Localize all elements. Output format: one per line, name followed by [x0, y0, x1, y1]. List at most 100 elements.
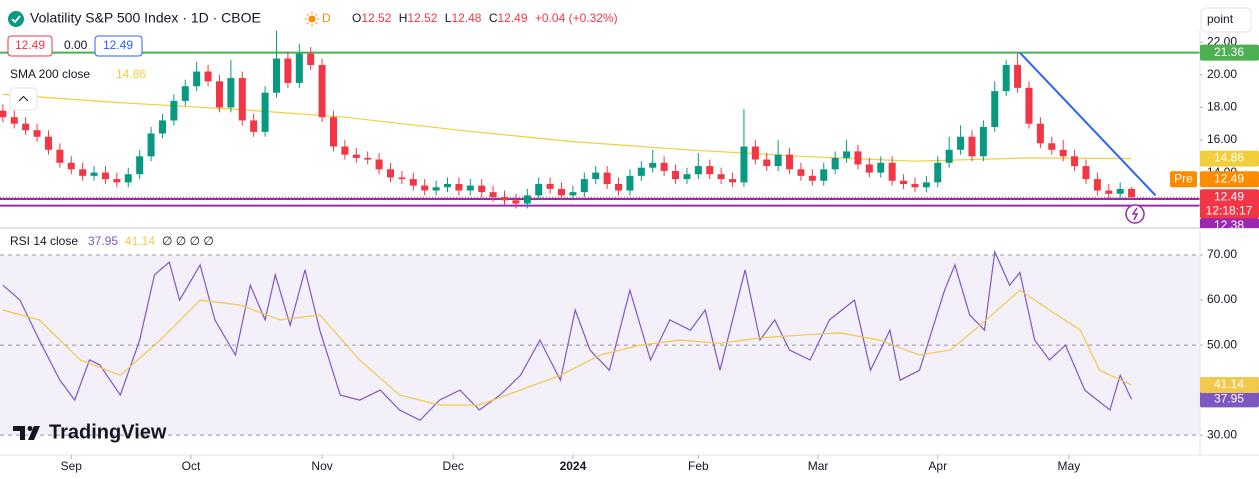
- level-tag: 12.38: [1214, 218, 1244, 232]
- candle-body: [1105, 190, 1113, 194]
- candle-body: [660, 162, 668, 171]
- candle-body: [386, 169, 394, 178]
- candle-body: [0, 110, 7, 118]
- alert-bolt: [1131, 207, 1139, 221]
- candle-body: [615, 184, 623, 191]
- buy-button[interactable]: [94, 35, 143, 57]
- candle-body: [329, 117, 337, 147]
- candle-body: [421, 185, 429, 191]
- spread: 0.00: [64, 38, 88, 52]
- candle-body: [238, 78, 246, 121]
- sma-tag: 14.86: [1214, 151, 1244, 165]
- collapse-button[interactable]: [9, 87, 38, 111]
- rsi-pane: [0, 249, 1200, 436]
- candle-body: [854, 151, 862, 165]
- candle-body: [33, 130, 41, 137]
- candle-body: [979, 126, 987, 157]
- x-tick-label: Mar: [808, 459, 829, 473]
- candle-body: [1082, 166, 1090, 180]
- ohlc-value: 12.52: [407, 11, 437, 25]
- mode-button[interactable]: [1200, 7, 1252, 33]
- ask-price[interactable]: 12.49: [103, 38, 133, 52]
- candle-body: [501, 197, 509, 201]
- ohlc-key: O: [352, 11, 361, 25]
- candle-body: [124, 174, 132, 183]
- session-icon-rays: [305, 12, 319, 26]
- candle-body: [740, 146, 748, 183]
- y-tick-label: 60.00: [1207, 292, 1237, 306]
- candle-body: [694, 166, 702, 175]
- pre-market-label-bg: [1170, 171, 1197, 188]
- candle-body: [136, 156, 144, 175]
- ohlc-key: L: [445, 11, 452, 25]
- session-label: D: [322, 11, 331, 25]
- candle-body: [865, 164, 873, 173]
- candle-body: [991, 91, 999, 127]
- candle-body: [706, 166, 714, 175]
- candle-body: [934, 162, 942, 183]
- indicator-flags: ∅ ∅ ∅ ∅: [162, 234, 214, 248]
- session-icon: [308, 15, 316, 23]
- bid-price[interactable]: 12.49: [15, 38, 45, 52]
- candle-body: [535, 184, 543, 196]
- candle-body: [558, 188, 566, 196]
- indicator-value: 14.86: [116, 67, 146, 81]
- pre-market-tag-bg: [1200, 171, 1259, 188]
- candle-body: [626, 175, 634, 191]
- candle-body: [1093, 179, 1101, 191]
- candle-body: [284, 58, 292, 83]
- candle-body: [751, 146, 759, 160]
- x-tick-label: Feb: [688, 459, 709, 473]
- candle-body: [683, 174, 691, 180]
- y-tick-label: 70.00: [1207, 247, 1237, 261]
- candle-body: [250, 120, 258, 132]
- candle-body: [204, 71, 212, 82]
- sell-button[interactable]: [7, 35, 53, 57]
- indicator-title: RSI 14 close: [10, 234, 78, 248]
- candle-body: [592, 172, 600, 180]
- candle-body: [1025, 87, 1033, 124]
- candle-body: [364, 157, 372, 160]
- candle-body: [10, 117, 18, 124]
- candle-body: [797, 169, 805, 176]
- candle-body: [1071, 156, 1079, 167]
- candle-body: [763, 159, 771, 167]
- candle-body: [911, 184, 919, 188]
- candle-body: [888, 162, 896, 181]
- x-tick-label: Dec: [443, 459, 464, 473]
- candle-body: [158, 120, 166, 134]
- candle-body: [272, 58, 280, 93]
- candle-body: [147, 133, 155, 157]
- candle-body: [603, 172, 611, 184]
- ohlc-legend: O12.52 H12.52 L12.48 C12.49 +0.04 (+0.32…: [352, 11, 618, 25]
- y-tick-label: 20.00: [1207, 67, 1237, 81]
- candle-body: [90, 172, 98, 176]
- candle-body: [261, 92, 269, 132]
- candle-body: [22, 123, 30, 131]
- ohlc-value: 12.52: [361, 11, 391, 25]
- candle-body: [307, 53, 315, 66]
- candle-body: [1048, 143, 1056, 150]
- candle-body: [820, 169, 828, 181]
- rsi-tag-bg: [1200, 377, 1259, 394]
- candle-body: [318, 65, 326, 118]
- x-tick-label: Nov: [311, 459, 332, 473]
- watermark-logo-dot: [27, 426, 33, 431]
- candle-body: [900, 180, 908, 184]
- ohlc-key: H: [399, 11, 408, 25]
- x-tick-label: May: [1058, 459, 1081, 473]
- indicator-value: 37.95: [88, 234, 118, 248]
- candle-body: [831, 157, 839, 170]
- last-price-tag-bg: [1200, 189, 1259, 219]
- candle-body: [227, 78, 235, 108]
- y-tick-label: 18.00: [1207, 100, 1237, 114]
- candle-body: [341, 146, 349, 155]
- candle-body: [79, 169, 87, 176]
- candle-body: [729, 179, 737, 183]
- symbol-title[interactable]: Volatility S&P 500 Index · 1D · CBOE: [30, 10, 261, 26]
- candle-body: [957, 136, 965, 150]
- mode-label[interactable]: point: [1207, 12, 1234, 26]
- watermark: TradingView: [49, 421, 167, 443]
- candle-body: [922, 182, 930, 188]
